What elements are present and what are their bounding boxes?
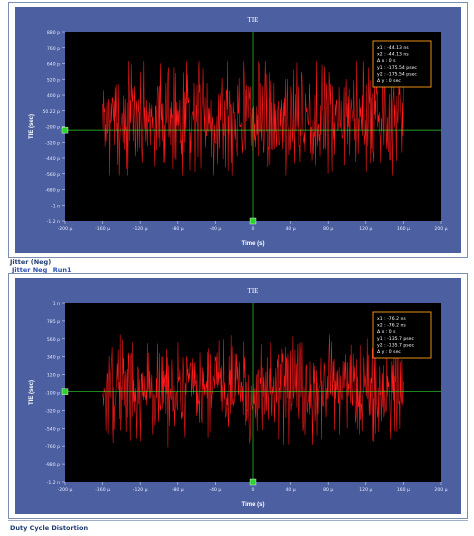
cursor-info-box — [372, 40, 432, 88]
cursor-y-handle — [61, 388, 69, 395]
y-tick-label: -440 p — [45, 156, 60, 162]
section-duty-cycle: Duty Cycle Distortion — [10, 524, 89, 532]
x-tick-label: -40 μ — [209, 487, 221, 493]
cursor-x-handle — [249, 478, 257, 486]
x-tick-label: 40 μ — [285, 226, 295, 232]
x-tick-label: -160 μ — [95, 226, 110, 232]
x-tick-label: -160 μ — [95, 487, 110, 493]
x-tick-label: 200 μ — [434, 226, 447, 232]
cursor-info-box — [372, 311, 432, 359]
y-tick-label: -200 p — [45, 125, 60, 131]
cursor-info-line: x1 : -44.13 ns — [377, 45, 409, 51]
x-tick-label: -200 μ — [58, 226, 73, 232]
tie-chart-2: TIE 1 n 785 p 560 p 340 p 120 p -100 p -320 p -5… — [29, 287, 448, 508]
y-tick-label: 520 p — [47, 77, 60, 83]
x-tick-label: -120 μ — [133, 487, 148, 493]
x-tick-label: 0 — [252, 226, 255, 232]
cursor-info-line: x1 : -76.2 ns — [377, 316, 406, 322]
y-tick-label: 760 p — [47, 46, 60, 52]
y-tick-label: -100 p — [45, 391, 60, 397]
tie-chart-1: TIE 880 p 760 p 640 p 520 p 400 p 50.22 p -200 … — [29, 16, 448, 247]
x-tick-label: -200 μ — [58, 487, 73, 493]
x-tick-label: -80 μ — [172, 487, 184, 493]
y-tick-label: -320 p — [45, 408, 60, 414]
x-tick-label: -80 μ — [172, 226, 184, 232]
y-tick-label: -760 p — [45, 444, 60, 450]
y-tick-label: 880 p — [47, 30, 60, 36]
y-tick-label: -540 p — [45, 426, 60, 432]
chart-title: TIE — [248, 287, 259, 295]
y-tick-label: -1.2 n — [47, 219, 60, 225]
chart-frame-2: TIE 1 n 785 p 560 p 340 p 120 p -100 p -320 p -5… — [15, 278, 461, 514]
chart-panel-2: TIE 1 n 785 p 560 p 340 p 120 p -100 p -320 p -5… — [8, 273, 468, 519]
section-jitter-neg: Jitter (Neg) — [10, 258, 52, 266]
y-tick-label: -1 n — [51, 203, 60, 209]
x-axis-label: Time (s) — [242, 241, 265, 247]
x-tick-label: 120 μ — [359, 226, 372, 232]
y-tick-label: 50.22 p — [42, 109, 60, 115]
x-tick-label: 160 μ — [397, 226, 410, 232]
x-tick-label: 0 — [252, 487, 255, 493]
cursor-info-line: Δ x : 0 s — [377, 58, 396, 64]
x-tick-label: 80 μ — [323, 487, 333, 493]
cursor-info-line: y2 : -135.7 psec — [377, 342, 415, 348]
cursor-info-line: x2 : -76.2 ns — [377, 323, 406, 329]
y-tick-label: 400 p — [47, 93, 60, 99]
x-tick-label: 200 μ — [434, 487, 447, 493]
cursor-info-line: y1 : -135.7 psec — [377, 336, 415, 342]
y-tick-label: 340 p — [47, 355, 60, 361]
x-tick-label: -40 μ — [209, 226, 221, 232]
divider — [8, 520, 468, 521]
y-axis-label: TIE (sec) — [29, 114, 35, 139]
cursor-info-line: Δ y : 0 sec — [377, 78, 401, 84]
y-tick-label: -560 p — [45, 172, 60, 178]
y-axis-label: TIE (sec) — [29, 380, 35, 405]
cursor-info-line: y2 : -175.54 psec — [377, 71, 417, 77]
y-tick-label: -1.2 n — [47, 480, 60, 486]
x-tick-label: 120 μ — [359, 487, 372, 493]
chart-panel-1: TIE 880 p 760 p 640 p 520 p 400 p 50.22 p -200 … — [8, 2, 468, 258]
y-tick-label: 640 p — [47, 62, 60, 68]
y-tick-label: 560 p — [47, 337, 60, 343]
cursor-info-line: Δ y : 0 sec — [377, 349, 401, 355]
cursor-info-line: y1 : -175.54 psec — [377, 65, 417, 71]
cursor-info-line: Δ x : 0 s — [377, 329, 396, 335]
cursor-info-line: x2 : -44.13 ns — [377, 52, 409, 58]
cursor-x-handle — [249, 217, 257, 225]
chart-title: TIE — [248, 16, 259, 24]
cursor-y-handle — [61, 126, 69, 134]
chart-frame-1: TIE 880 p 760 p 640 p 520 p 400 p 50.22 p -200 … — [15, 7, 461, 253]
y-tick-label: -980 p — [45, 462, 60, 468]
y-tick-label: 785 p — [47, 319, 60, 325]
y-tick-label: -320 p — [45, 140, 60, 146]
y-tick-label: 120 p — [47, 373, 60, 379]
x-tick-label: 40 μ — [285, 487, 295, 493]
y-tick-label: -680 p — [45, 188, 60, 194]
y-tick-label: 1 n — [53, 301, 60, 307]
x-axis-label: Time (s) — [242, 502, 265, 508]
x-tick-label: -120 μ — [133, 226, 148, 232]
x-tick-label: 160 μ — [397, 487, 410, 493]
run-link[interactable]: Jitter Neg _Run1 — [12, 266, 72, 274]
x-tick-label: 80 μ — [323, 226, 333, 232]
